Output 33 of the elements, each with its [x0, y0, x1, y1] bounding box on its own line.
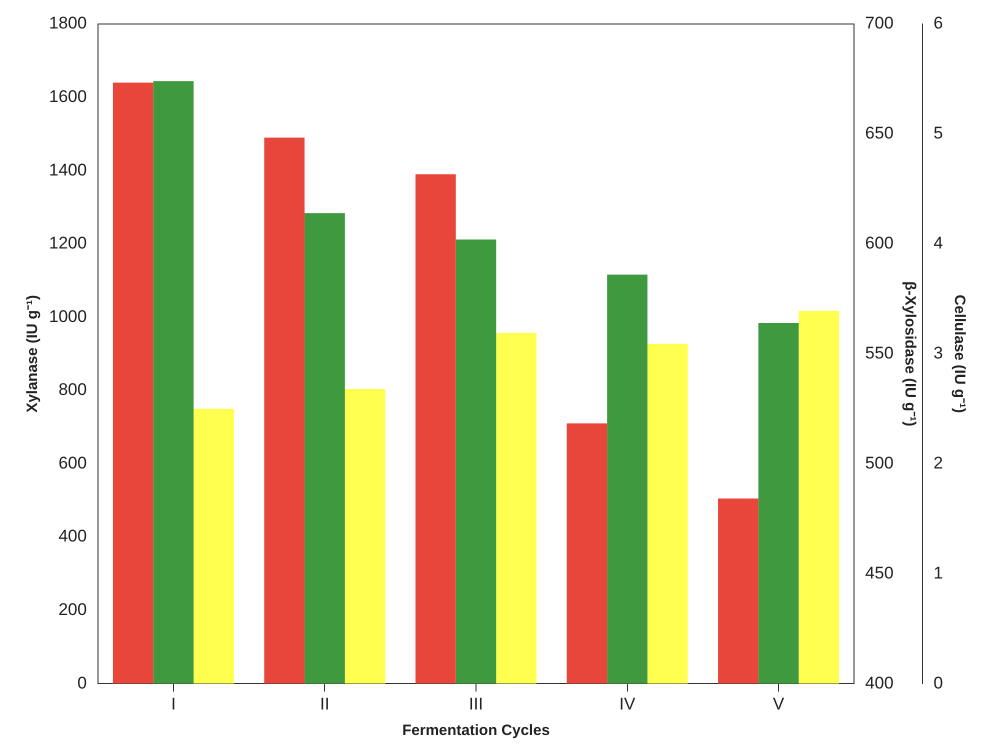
x-tick-label: I [171, 694, 176, 714]
y-tick-label: 600 [58, 453, 87, 472]
y-tick-label: 0 [77, 673, 87, 692]
y3-tick-label: 5 [934, 124, 944, 143]
y3-axis-title: Cellulase (IU g⁻¹) [950, 294, 968, 413]
y-tick-label: 800 [58, 380, 87, 400]
y3-tick-label: 3 [934, 343, 944, 362]
y2-tick-label: 700 [865, 14, 894, 33]
y2-tick-label: 600 [865, 234, 894, 253]
y-tick-label: 1400 [48, 160, 87, 180]
x-axis-title: Fermentation Cycles [402, 722, 550, 740]
y2-tick-label: 550 [865, 343, 894, 362]
x-tick-label: II [320, 694, 330, 714]
y-tick-label: 200 [58, 600, 87, 619]
x-tick-label: V [772, 694, 785, 714]
y3-tick-label: 4 [934, 234, 944, 253]
x-tick-label: III [468, 694, 484, 714]
y-tick-label: 1600 [48, 86, 87, 106]
y-tick-label: 1000 [48, 306, 87, 326]
x-tick-label: IV [619, 694, 636, 714]
y3-tick-label: 0 [934, 673, 944, 692]
y-tick-label: 1800 [48, 14, 87, 33]
y2-tick-label: 400 [865, 673, 894, 692]
y3-tick-label: 6 [934, 14, 944, 33]
y2-tick-label: 650 [865, 124, 894, 143]
y-axis-title: Xylanase (IU g⁻¹) [24, 295, 42, 413]
y2-tick-label: 450 [865, 563, 894, 582]
y2-axis-title: β-Xylosidase (IU g⁻¹) [901, 281, 918, 426]
y2-tick-label: 500 [865, 453, 894, 472]
y3-tick-label: 2 [934, 453, 944, 472]
y-tick-label: 400 [58, 526, 87, 546]
y3-tick-label: 1 [934, 563, 944, 582]
y-tick-label: 1200 [48, 234, 87, 253]
